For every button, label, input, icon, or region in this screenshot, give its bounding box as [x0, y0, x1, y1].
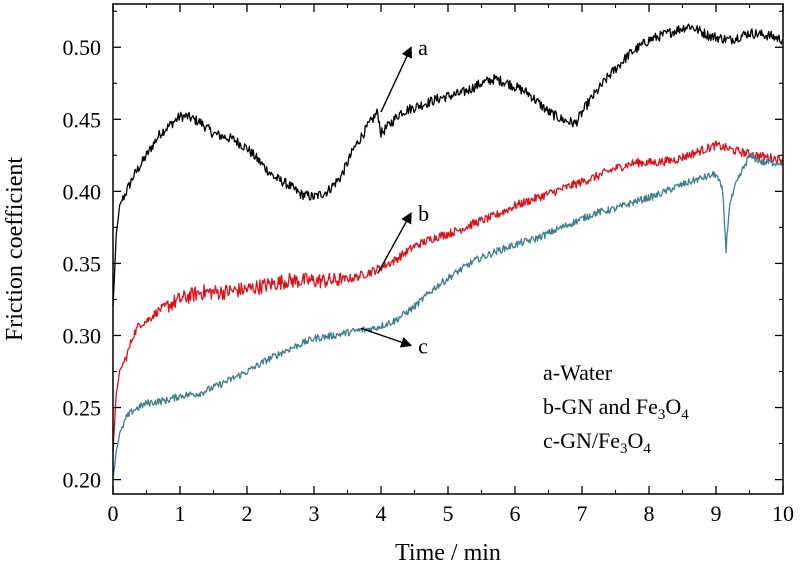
x-tick-label: 9: [711, 501, 722, 526]
curve-label-c: c: [418, 334, 428, 359]
series-layer: [112, 23, 784, 481]
curve-label-a: a: [418, 35, 428, 60]
series-line-c: [112, 152, 784, 481]
legend-entry-b: b-GN and Fe3O4: [543, 394, 689, 423]
x-tick-label: 1: [175, 501, 186, 526]
legend-entry-a: a-Water: [543, 360, 613, 385]
y-tick-label: 0.45: [63, 107, 102, 132]
x-tick-label: 7: [577, 501, 588, 526]
y-tick-label: 0.50: [63, 35, 102, 60]
annotation-arrow-c: [360, 327, 413, 348]
y-axis-title: Friction coefficient: [2, 157, 28, 341]
curve-label-b: b: [418, 201, 429, 226]
x-tick-label: 5: [443, 501, 454, 526]
series-line-b: [112, 140, 784, 452]
legend: a-Water b-GN and Fe3O4 c-GN/Fe3O4: [543, 360, 689, 457]
tick-layer: 0 1 2 3 4 5 6 7 8 9 10 0.20 0.25 0.30 0.35 0.40 0.45 0.50: [63, 4, 794, 526]
x-axis-title: Time / min: [395, 540, 501, 566]
annotation-arrow-b: [377, 211, 412, 274]
series-line-a: [112, 23, 784, 307]
annotation-arrow-a: [380, 46, 412, 113]
y-tick-label: 0.40: [63, 179, 102, 204]
y-tick-label: 0.25: [63, 396, 102, 421]
x-tick-label: 0: [108, 501, 119, 526]
annotation-layer: a b c: [360, 35, 429, 359]
x-tick-label: 6: [510, 501, 521, 526]
legend-entry-c: c-GN/Fe3O4: [543, 428, 651, 457]
y-tick-label: 0.30: [63, 323, 102, 348]
y-tick-label: 0.20: [63, 468, 102, 493]
x-tick-label: 3: [309, 501, 320, 526]
x-tick-label: 2: [242, 501, 253, 526]
x-tick-label: 8: [644, 501, 655, 526]
x-tick-label: 4: [376, 501, 387, 526]
y-tick-label: 0.35: [63, 251, 102, 276]
x-tick-label: 10: [772, 501, 794, 526]
